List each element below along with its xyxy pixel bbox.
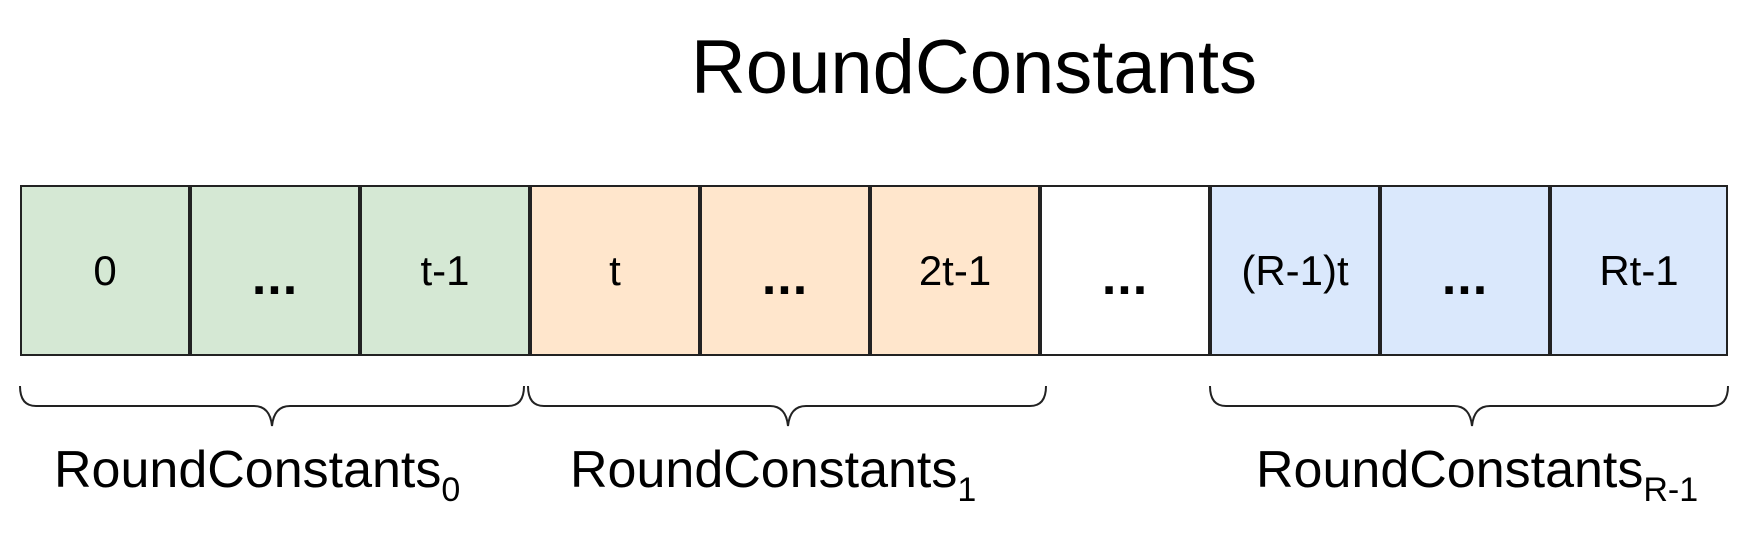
group-label-base: RoundConstants xyxy=(1256,441,1644,499)
group-label-sub: 1 xyxy=(957,471,977,509)
group-label-r-1: RoundConstantsR-1 xyxy=(1256,440,1698,507)
cell-label: 2t-1 xyxy=(918,246,992,294)
group-label-sub: R-1 xyxy=(1643,471,1699,509)
cell-label: ... xyxy=(1101,247,1149,306)
brace-group-1 xyxy=(527,385,1047,427)
cell-label: (R-1)t xyxy=(1241,246,1349,294)
group-label-base: RoundConstants xyxy=(570,441,958,499)
cell-label: ... xyxy=(761,247,809,306)
cell-1: ... xyxy=(190,185,360,356)
cell-label: ... xyxy=(251,247,299,306)
cell-label: 0 xyxy=(93,246,117,294)
cell-label: Rt-1 xyxy=(1599,246,1679,294)
cell-label: t-1 xyxy=(420,246,470,294)
cell-6: ... xyxy=(1040,185,1210,356)
brace-group-r-1 xyxy=(1209,385,1729,427)
group-braces xyxy=(19,385,1729,427)
cell-4: ... xyxy=(700,185,870,356)
group-label-sub: 0 xyxy=(441,471,461,509)
cell-3: t xyxy=(530,185,700,356)
group-label-1: RoundConstants1 xyxy=(570,440,976,507)
cell-9: Rt-1 xyxy=(1550,185,1728,356)
cell-label: t xyxy=(609,246,621,294)
cell-5: 2t-1 xyxy=(870,185,1040,356)
cell-2: t-1 xyxy=(360,185,530,356)
cell-8: ... xyxy=(1380,185,1550,356)
brace-group-0 xyxy=(19,385,525,427)
group-label-0: RoundConstants0 xyxy=(54,440,460,507)
diagram-title: RoundConstants xyxy=(690,25,1258,110)
group-label-base: RoundConstants xyxy=(54,441,442,499)
constants-array: 0 ... t-1 t ... 2t-1 ... (R-1)t ... Rt-1 xyxy=(20,185,1728,356)
cell-0: 0 xyxy=(20,185,190,356)
cell-label: ... xyxy=(1441,247,1489,306)
cell-7: (R-1)t xyxy=(1210,185,1380,356)
